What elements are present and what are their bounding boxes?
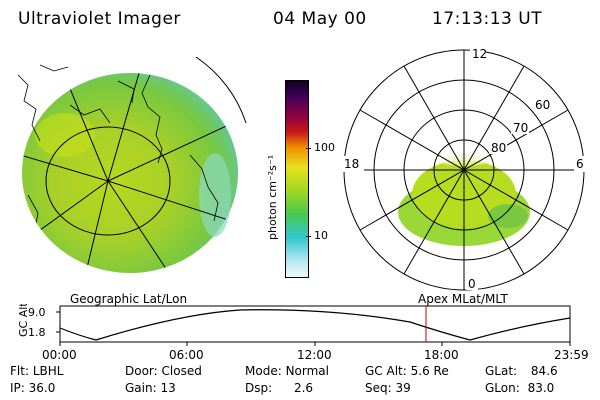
x-tick-1200: 12:00 (297, 348, 332, 362)
x-tick-0000: 00:00 (42, 348, 77, 362)
date-label: 04 May 00 (273, 9, 367, 29)
altitude-curve (59, 309, 571, 341)
x-tick-1800: 18:00 (424, 348, 459, 362)
mlt-label-6: 6 (576, 157, 584, 171)
mlt-label-18: 18 (344, 157, 359, 171)
color-scale-bar (285, 80, 309, 278)
colorbar-tick-10: 10 (314, 229, 328, 242)
y-tick-9: 9.0 (28, 306, 46, 319)
y-tick-1.8: 1.8 (28, 326, 46, 339)
lat-label-70: 70 (513, 121, 528, 135)
mlt-label-0: 0 (468, 277, 476, 291)
instrument-title: Ultraviolet Imager (18, 9, 181, 29)
status-dsp: Dsp: 2.6 (245, 381, 314, 395)
geographic-title: Geographic Lat/Lon (70, 292, 188, 306)
x-tick-2359: 23:59 (554, 348, 589, 362)
status-flt: Flt: LBHL (10, 364, 64, 378)
lat-label-60: 60 (535, 98, 550, 112)
status-seq: Seq: 39 (365, 381, 411, 395)
lat-label-80: 80 (491, 141, 506, 155)
status-glat: GLat: 84.6 (485, 364, 558, 378)
mlt-label-12: 12 (472, 47, 487, 61)
latitude-circle (45, 126, 171, 236)
polar-plot: 12 18 6 0 60 70 80 (342, 46, 586, 291)
status-glon: GLon: 83.0 (485, 381, 555, 395)
time-label: 17:13:13 UT (432, 9, 543, 29)
altitude-timeline: GC Alt 9.0 1.8 00:00 06:00 12:00 18:00 2… (17, 304, 589, 362)
x-tick-0600: 06:00 (169, 348, 204, 362)
status-mode: Mode: Normal (245, 364, 329, 378)
geographic-image (17, 56, 247, 273)
status-ip: IP: 36.0 (10, 381, 56, 395)
status-gain: Gain: 13 (125, 381, 176, 395)
colorbar-tick-100: 100 (314, 141, 335, 154)
status-door: Door: Closed (125, 364, 202, 378)
apex-title: Apex MLat/MLT (418, 292, 508, 306)
status-gc-alt: GC Alt: 5.6 Re (365, 364, 449, 378)
y-axis-label: GC Alt (17, 304, 30, 337)
colorbar-unit-label: photon cm⁻²s⁻¹ (266, 154, 279, 240)
